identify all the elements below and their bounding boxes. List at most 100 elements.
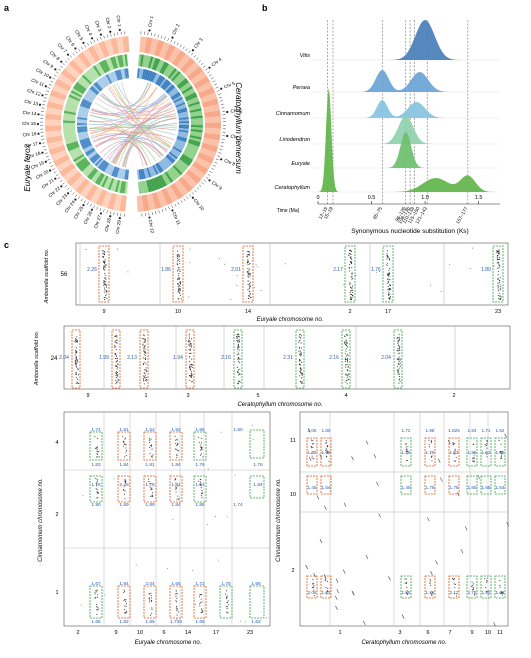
gene-density-segment xyxy=(94,63,104,76)
repeat-density-segment xyxy=(178,113,189,117)
repeat-density-segment xyxy=(155,75,162,85)
repeat-density-segment xyxy=(159,160,167,170)
gene-density-segment xyxy=(107,57,115,70)
syntenic-dot xyxy=(300,335,302,337)
syntenic-dot xyxy=(345,381,347,383)
syntenic-dot xyxy=(94,436,96,438)
chromosome-tick xyxy=(160,35,163,39)
chromosome-marker xyxy=(66,192,70,195)
repeat-density-segment xyxy=(175,140,186,146)
background-dot xyxy=(203,585,205,587)
repeat-density-segment xyxy=(173,143,184,150)
gene-density-segment xyxy=(64,108,77,113)
repeat-density-segment xyxy=(109,72,116,83)
syntenic-dot xyxy=(178,259,180,261)
gene-density-segment xyxy=(179,157,191,167)
syntenic-dot xyxy=(150,597,152,599)
syntenic-dot xyxy=(298,334,300,336)
syntenic-dot xyxy=(103,280,105,282)
syntenic-dot xyxy=(142,337,144,340)
syntenic-dot xyxy=(247,283,249,286)
syntenic-dot xyxy=(398,361,400,363)
syntenic-dot xyxy=(249,273,251,275)
syntenic-dot xyxy=(177,278,179,281)
repeat-density-segment xyxy=(143,168,148,179)
ks-value: 1.52 xyxy=(145,427,155,433)
syntenic-dot xyxy=(473,458,476,460)
block-box xyxy=(494,437,506,467)
syntenic-dot xyxy=(191,371,193,373)
repeat-density-segment xyxy=(176,107,188,113)
syntenic-dot xyxy=(397,372,399,374)
syntenic-dot xyxy=(398,334,400,336)
syntenic-dot xyxy=(387,282,389,284)
syntenic-dot xyxy=(106,291,108,293)
block-box xyxy=(193,475,207,503)
ribbon-track-segment xyxy=(82,48,96,66)
ks-value: 1.66 xyxy=(496,590,505,595)
background-dot xyxy=(192,570,194,572)
repeat-density-segment xyxy=(141,168,146,179)
syntenic-dot xyxy=(246,255,248,257)
repeat-density-segment xyxy=(77,128,88,131)
repeat-density-segment xyxy=(149,166,155,177)
syntenic-dot xyxy=(74,362,76,364)
syntenic-dot xyxy=(190,343,192,345)
chromosome-marker xyxy=(74,47,77,50)
background-segment xyxy=(308,456,312,462)
repeat-density-segment xyxy=(174,100,185,107)
syntenic-dot xyxy=(324,579,326,581)
syntenic-dot xyxy=(484,578,486,580)
syntenic-dot xyxy=(247,275,249,277)
syntenic-dot xyxy=(389,278,391,281)
ridge-vitis xyxy=(318,20,500,60)
panel-letter-b: b xyxy=(262,3,268,13)
ks-value: 1.80 xyxy=(468,485,477,490)
syntenic-dot xyxy=(189,345,191,347)
ribbon-track-segment xyxy=(190,71,207,85)
synteny-link xyxy=(89,115,152,165)
block-box xyxy=(400,437,412,467)
gene-density-segment xyxy=(63,122,76,126)
syntenic-dot xyxy=(150,438,152,440)
repeat-density-segment xyxy=(118,69,123,80)
repeat-density-segment xyxy=(92,84,101,93)
syntenic-dot xyxy=(247,289,249,291)
chromosome-label-left: Chr 20 xyxy=(35,169,50,180)
synteny-link xyxy=(91,133,164,157)
repeat-density-segment xyxy=(124,169,128,180)
syntenic-dot xyxy=(176,597,178,599)
repeat-density-segment xyxy=(102,162,110,173)
background-dot xyxy=(255,264,257,266)
syntenic-dot xyxy=(246,261,248,264)
syntenic-dot xyxy=(178,256,180,258)
gene-density-segment xyxy=(142,54,147,68)
ks-value: 1.40 xyxy=(402,485,411,490)
syntenic-dot xyxy=(201,497,203,499)
syntenic-dot xyxy=(327,590,329,593)
chromosome-marker xyxy=(49,169,52,172)
syntenic-dot xyxy=(346,358,348,360)
chromosome-tick xyxy=(64,184,68,188)
syntenic-dot xyxy=(96,613,98,616)
gene-density-segment xyxy=(63,110,77,115)
ks-value: 1.68 xyxy=(195,619,205,625)
syntenic-dot xyxy=(125,605,127,607)
syntenic-dot xyxy=(149,483,151,485)
background-dot xyxy=(355,274,357,276)
gene-density-segment xyxy=(66,142,79,150)
syntenic-dot xyxy=(177,286,179,288)
syntenic-dot xyxy=(310,439,313,441)
ribbon-track-segment xyxy=(116,36,125,54)
chromosome-label-left: Chr 16 xyxy=(22,131,37,137)
syntenic-dot xyxy=(430,452,432,454)
ks-value: 1.80 xyxy=(322,428,331,433)
syntenic-dot xyxy=(300,338,302,340)
syntenic-dot xyxy=(237,371,239,373)
syntenic-dot xyxy=(174,442,177,444)
syntenic-dot xyxy=(498,282,500,284)
chromosome-tick xyxy=(86,202,89,205)
ribbon-track-segment xyxy=(146,193,156,211)
syntenic-dot xyxy=(431,595,433,597)
chromosome-label-right: Chr 8 xyxy=(224,158,237,167)
